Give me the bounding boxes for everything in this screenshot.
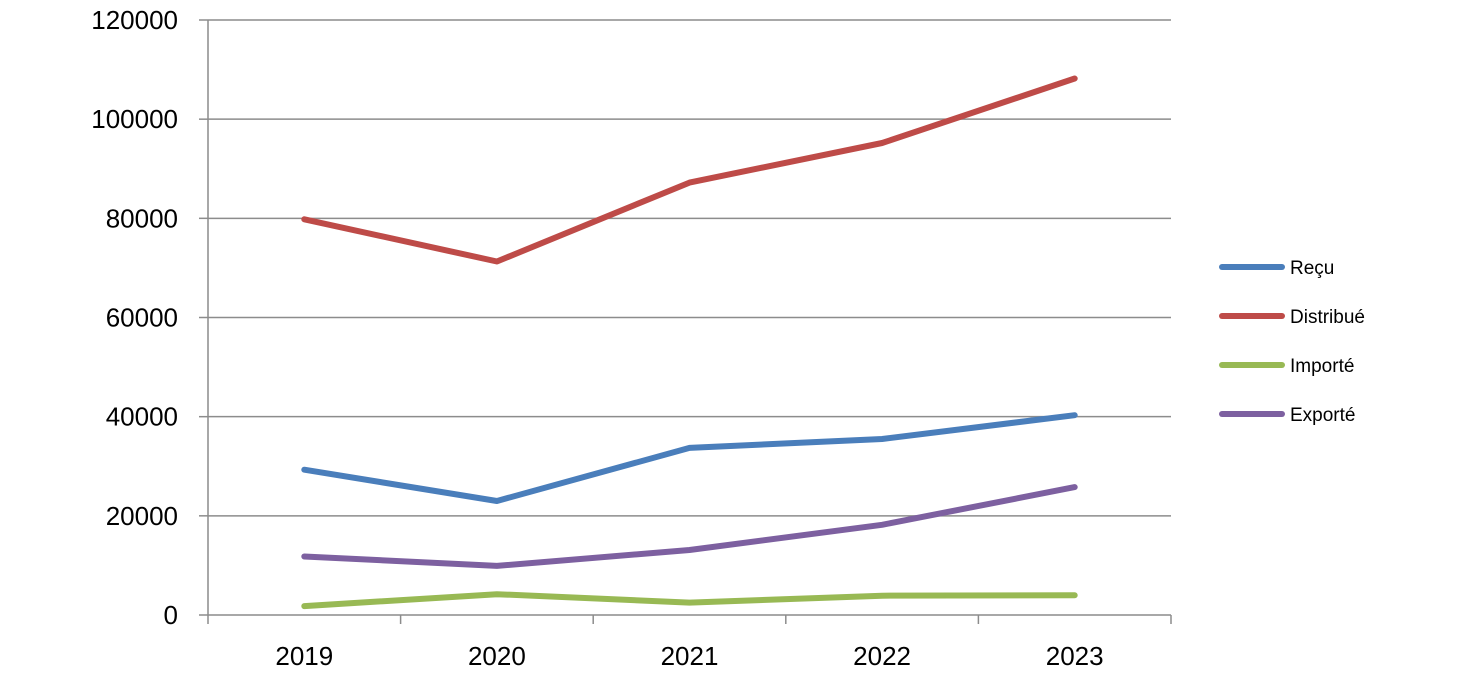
y-tick-label: 0 bbox=[164, 600, 178, 630]
axes: 0 20000 40000 60000 80000 100000 120000 2019 202… bbox=[91, 5, 1172, 671]
y-tick-label: 100000 bbox=[91, 104, 178, 134]
legend-label: Exporté bbox=[1290, 405, 1355, 426]
series-lines bbox=[301, 75, 1078, 610]
y-tick-label: 60000 bbox=[106, 303, 178, 333]
series-line-2 bbox=[301, 591, 1078, 610]
x-tick-label: 2023 bbox=[1046, 641, 1104, 671]
legend: Reçu Distribué Importé Exporté bbox=[1219, 258, 1365, 426]
legend-label: Distribué bbox=[1290, 307, 1365, 328]
gridlines bbox=[208, 19, 1171, 517]
x-tick-label: 2022 bbox=[853, 641, 911, 671]
x-tick-label: 2021 bbox=[661, 641, 719, 671]
legend-label: Importé bbox=[1290, 356, 1354, 377]
y-tick-label: 80000 bbox=[106, 203, 178, 233]
series-line-3 bbox=[301, 484, 1078, 569]
y-tick-label: 120000 bbox=[91, 5, 178, 35]
x-tick-label: 2019 bbox=[275, 641, 333, 671]
y-tick-label: 20000 bbox=[106, 501, 178, 531]
legend-label: Reçu bbox=[1290, 258, 1334, 279]
y-tick-label: 40000 bbox=[106, 402, 178, 432]
series-line-1 bbox=[301, 75, 1078, 265]
series-line-0 bbox=[301, 412, 1078, 504]
x-tick-label: 2020 bbox=[468, 641, 526, 671]
